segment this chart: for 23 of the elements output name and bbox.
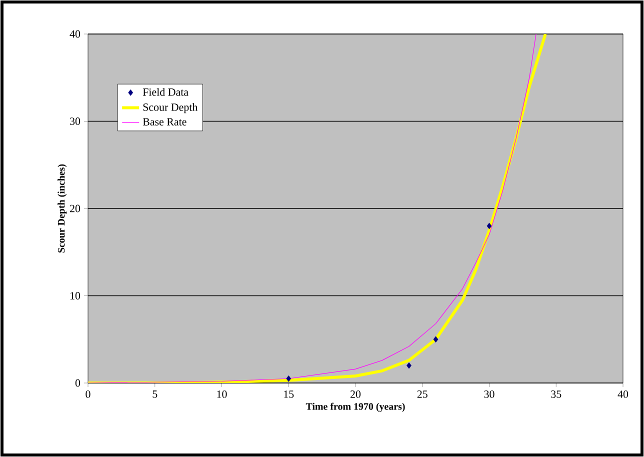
y-axis-title: Scour Depth (inches) — [58, 164, 67, 253]
y-tick-label: 10 — [70, 292, 80, 300]
x-tick-label: 25 — [417, 390, 428, 398]
x-axis-title: Time from 1970 (years) — [306, 402, 405, 412]
x-tick-label: 10 — [217, 390, 227, 398]
x-tick-label: 30 — [484, 390, 494, 398]
point — [286, 375, 292, 382]
point — [486, 222, 492, 230]
y-tick-label: 20 — [70, 204, 80, 212]
x-tick-label: 5 — [152, 390, 158, 398]
y-tick-label: 30 — [70, 118, 80, 125]
point — [433, 336, 438, 343]
legend-label: Base Rate — [142, 118, 186, 126]
x-tick-label: 40 — [618, 390, 628, 398]
legend-label: Scour Depth — [143, 103, 198, 114]
x-tick-label: 35 — [551, 390, 562, 398]
x-tick-label: 0 — [86, 390, 90, 398]
x-tick-label: 20 — [350, 390, 361, 398]
x-tick-label: 15 — [284, 390, 294, 398]
y-tick-label: 0 — [75, 379, 80, 387]
point — [406, 362, 412, 369]
y-tick-label: 40 — [70, 30, 80, 38]
legend-label: Field Data — [142, 88, 188, 96]
